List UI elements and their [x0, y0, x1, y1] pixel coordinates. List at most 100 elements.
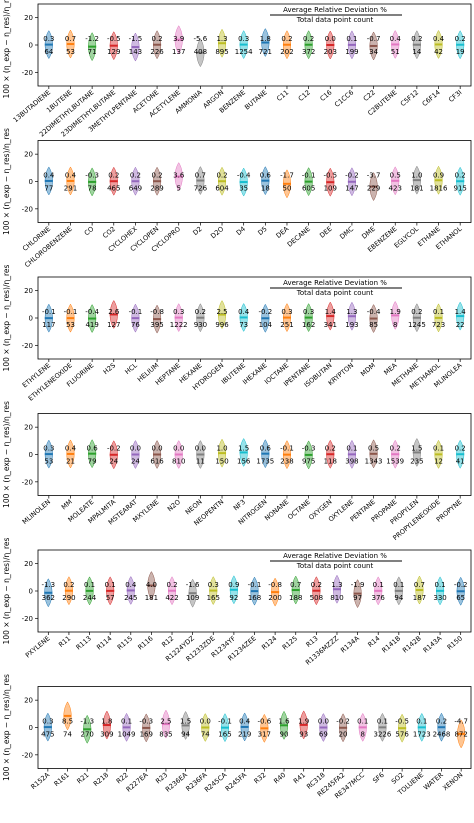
count-label: 169: [140, 731, 153, 739]
count-label: 604: [215, 185, 229, 193]
y-axis-label: 100 × (η_exp − η_res)/η_res: [2, 0, 11, 98]
count-label: 71: [88, 48, 97, 56]
ard-label: 0.9: [228, 581, 239, 589]
x-tick-label: N2O: [166, 498, 182, 513]
count-label: 193: [345, 321, 358, 329]
ard-label: 0.3: [238, 35, 249, 43]
ard-label: 0.0: [173, 445, 184, 453]
count-label: 78: [88, 185, 97, 193]
ard-label: -1.2: [85, 35, 99, 43]
ard-label: -0.8: [150, 308, 164, 316]
count-label: 22: [456, 321, 465, 329]
ard-label: 1.5: [411, 445, 422, 453]
ard-label: 0.5: [368, 445, 379, 453]
ard-label: 0.4: [65, 445, 77, 453]
y-tick-label: 20: [24, 697, 33, 705]
x-tick-label: R143A: [422, 634, 444, 654]
count-label: 165: [207, 594, 220, 602]
count-label: 8: [393, 321, 397, 329]
count-label: 93: [299, 731, 308, 739]
count-label: 1343: [365, 458, 383, 466]
count-label: 226: [150, 48, 164, 56]
count-label: 872: [454, 731, 467, 739]
x-tick-label: EGLYCOL: [393, 225, 421, 250]
count-label: 2468: [433, 731, 451, 739]
ard-label: 0.2: [411, 35, 422, 43]
x-tick-label: R245FA: [224, 771, 249, 793]
ard-label: 1.3: [216, 35, 227, 43]
ard-label: 8.5: [62, 718, 73, 726]
count-label: 90: [280, 731, 289, 739]
ard-label: -1.3: [41, 581, 55, 589]
count-label: 53: [66, 48, 75, 56]
ard-label: 0.2: [130, 172, 141, 180]
ard-label: -0.8: [268, 581, 282, 589]
ard-label: -3.7: [367, 172, 381, 180]
count-label: 150: [215, 458, 228, 466]
panel: 100 × (η_exp − η_res)/η_res -200200.477CH…: [2, 128, 472, 269]
ard-label: 0.2: [455, 172, 466, 180]
count-label: 94: [394, 594, 403, 602]
count-label: 19: [456, 48, 465, 56]
count-label: 156: [237, 458, 251, 466]
count-label: 92: [229, 594, 238, 602]
legend-count: Total data point count: [296, 289, 374, 297]
count-label: 235: [410, 458, 423, 466]
y-tick-label: 0: [29, 588, 33, 596]
count-label: 219: [238, 731, 251, 739]
count-label: 57: [106, 594, 115, 602]
y-axis-label: 100 × (η_exp − η_res)/η_res: [2, 401, 11, 508]
y-axis-label: 100 × (η_exp − η_res)/η_res: [2, 674, 11, 781]
ard-label: 0.2: [195, 308, 206, 316]
ard-label: 0.2: [455, 35, 466, 43]
panel: 100 × (η_exp − η_res)/η_res -20 0 20 0.3 475 R…: [2, 674, 472, 800]
ard-label: -0.3: [302, 445, 316, 453]
x-tick-label: R142B: [401, 634, 423, 654]
x-tick-label: C11: [275, 88, 290, 102]
count-label: 915: [453, 185, 466, 193]
ard-label: 1.6: [278, 718, 290, 726]
count-label: 1254: [235, 48, 253, 56]
ard-label: 0.1: [377, 718, 388, 726]
count-label: 309: [100, 731, 113, 739]
ard-label: -0.4: [367, 308, 381, 316]
y-tick-label: 20: [24, 287, 33, 295]
count-label: 408: [194, 48, 207, 56]
y-axis-label: 100 × (η_exp − η_res)/η_res: [2, 128, 11, 235]
count-label: 423: [389, 185, 402, 193]
count-label: 18: [261, 185, 270, 193]
ard-label: 1.9: [298, 718, 309, 726]
x-tick-label: R41: [292, 771, 307, 785]
ard-label: -0.1: [218, 718, 232, 726]
x-tick-label: SF6: [371, 771, 385, 785]
x-tick-label: C5F12: [399, 88, 420, 108]
count-label: 14: [412, 48, 421, 56]
ard-label: -1.7: [280, 172, 294, 180]
count-label: 168: [248, 594, 261, 602]
ard-label: 0.1: [393, 581, 404, 589]
count-label: 64: [44, 48, 53, 56]
count-label: 85: [369, 321, 378, 329]
count-label: 1539: [386, 458, 404, 466]
ard-label: 0.1: [373, 581, 384, 589]
count-label: 229: [367, 185, 380, 193]
ard-label: 0.4: [390, 35, 402, 43]
x-tick-label: DECANE: [286, 225, 312, 249]
y-tick-label: 0: [29, 42, 33, 50]
count-label: 109: [186, 594, 199, 602]
x-tick-label: C6F14: [421, 88, 442, 108]
ard-label: -0.7: [367, 35, 381, 43]
count-label: 251: [280, 321, 293, 329]
ard-label: -0.5: [395, 718, 409, 726]
count-label: 1735: [256, 458, 274, 466]
x-tick-label: NF3: [232, 498, 247, 512]
x-tick-label: R236EA: [164, 771, 189, 794]
y-tick-label: 0: [29, 724, 33, 732]
ard-label: -0.2: [336, 718, 350, 726]
count-label: 53: [66, 321, 75, 329]
ard-label: 3.6: [173, 172, 185, 180]
x-tick-label: R21: [75, 771, 90, 785]
ard-label: 1.5: [180, 718, 191, 726]
ard-label: 0.2: [325, 445, 336, 453]
